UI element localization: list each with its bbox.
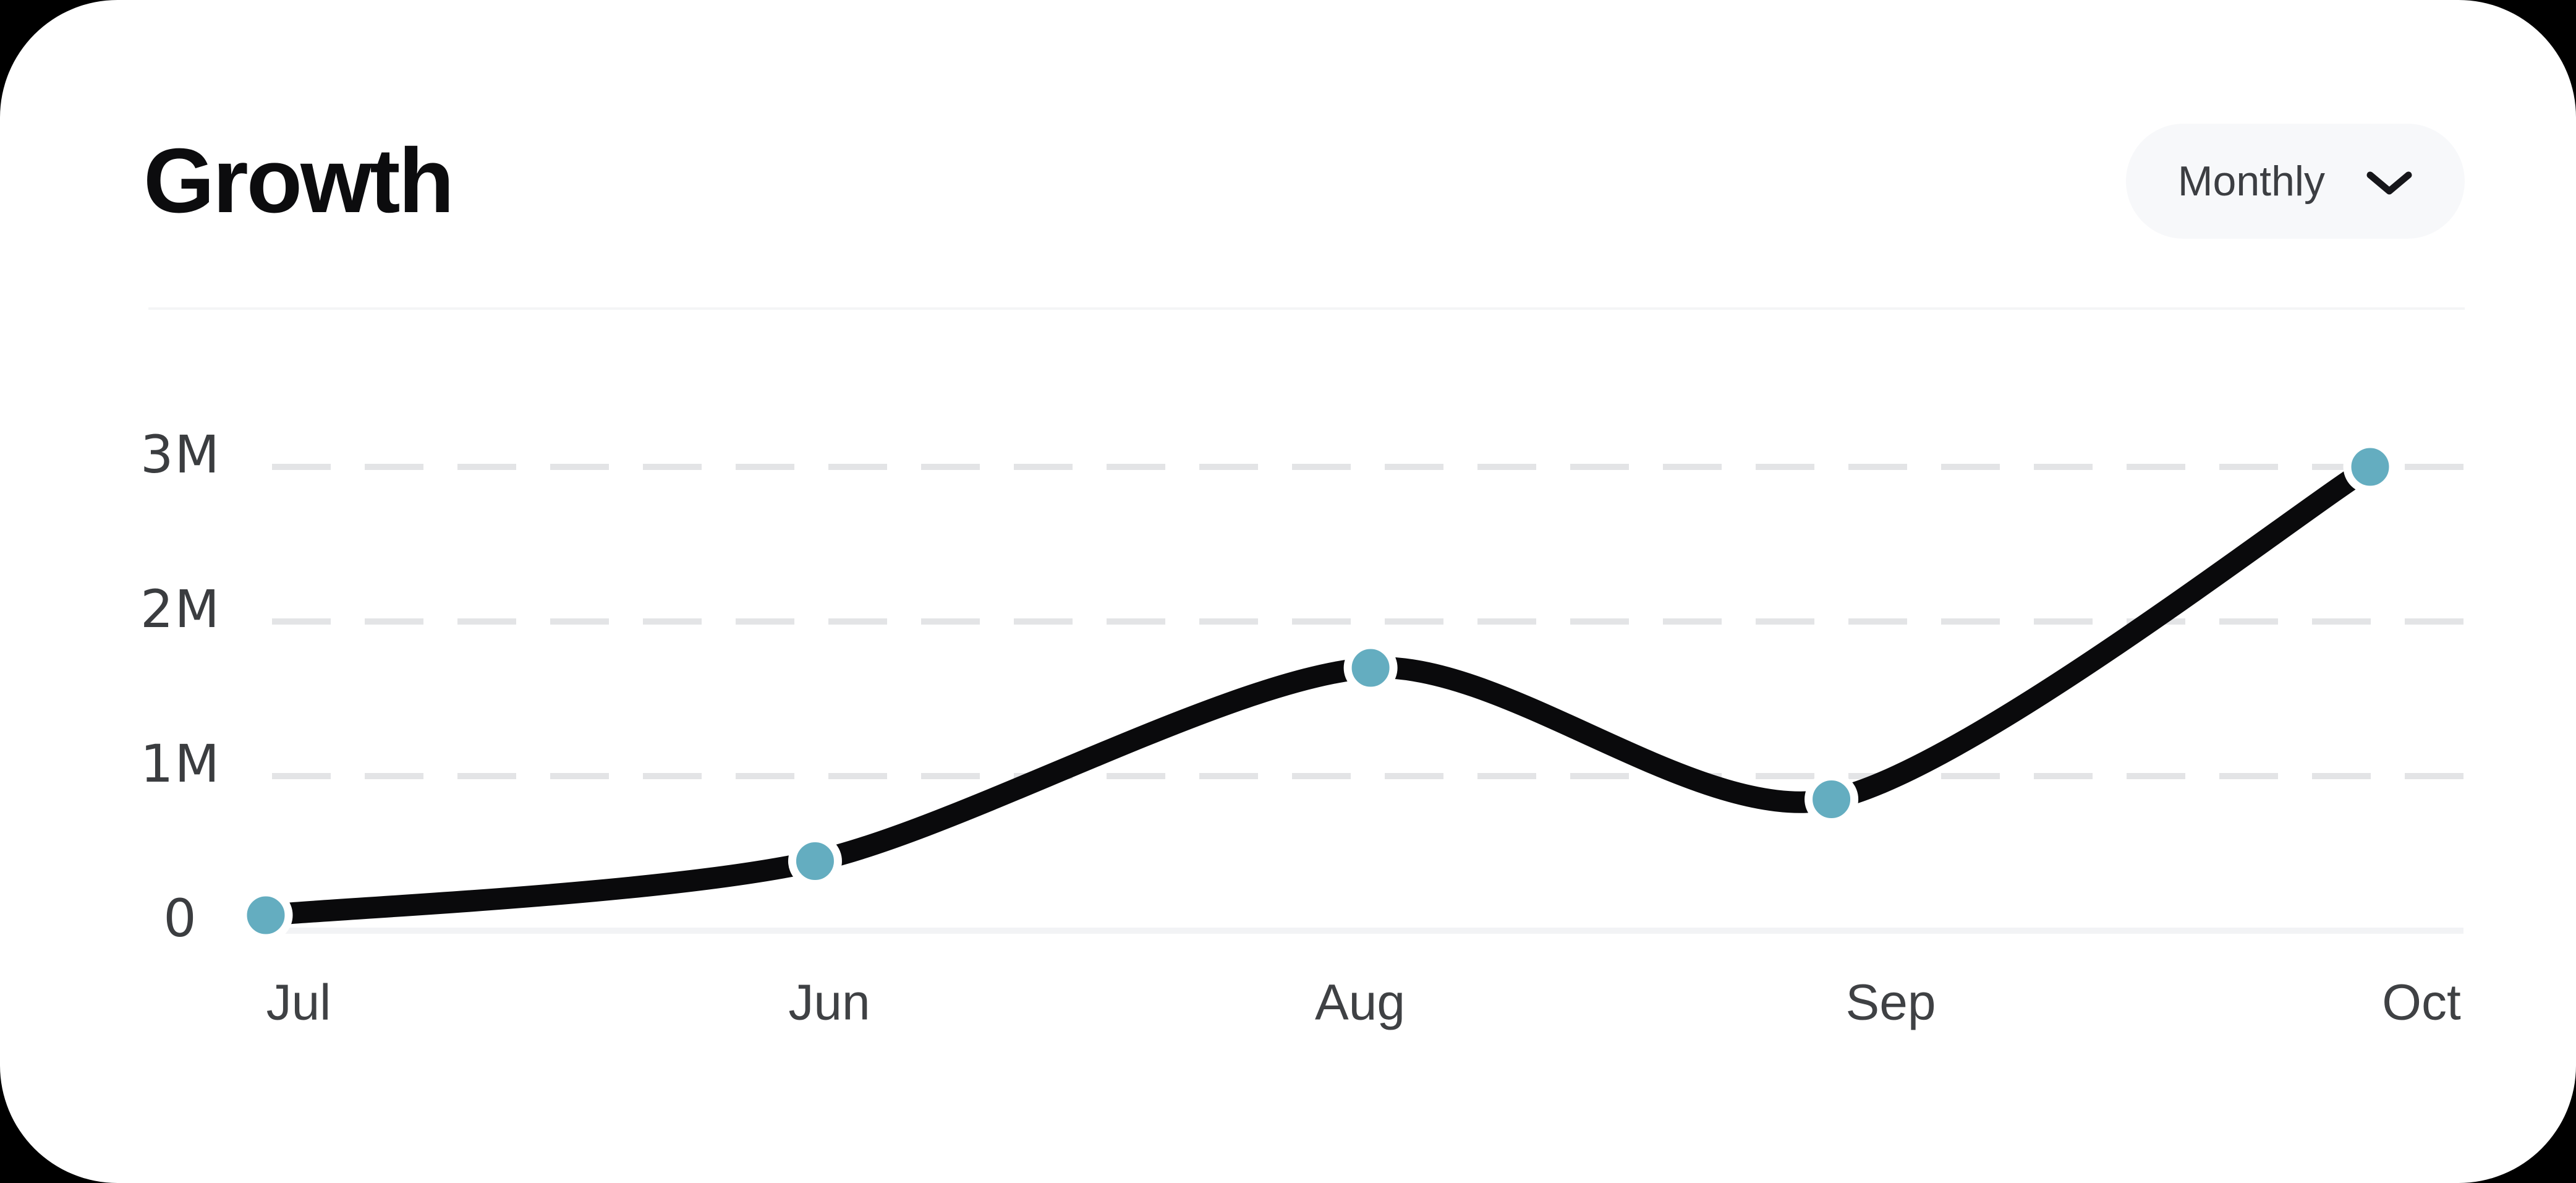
- data-point-sep[interactable]: [1804, 772, 1859, 826]
- data-point-jun[interactable]: [788, 834, 842, 888]
- x-axis-label-jun: Jun: [788, 975, 870, 1031]
- x-axis-label-oct: Oct: [2382, 975, 2461, 1031]
- header-divider: [148, 307, 2465, 310]
- x-axis-label-sep: Sep: [1846, 975, 1936, 1031]
- data-point-aug[interactable]: [1343, 641, 1398, 695]
- card-header: Growth Monthly: [143, 122, 2465, 240]
- page-title: Growth: [143, 130, 454, 232]
- period-dropdown-label: Monthly: [2177, 158, 2325, 205]
- x-axis-label-jul: Jul: [266, 975, 331, 1031]
- y-axis-tick-0: 0: [163, 888, 197, 949]
- y-axis-tick-1M: 1M: [140, 733, 221, 794]
- chevron-down-icon: [2366, 171, 2412, 195]
- data-point-oct[interactable]: [2343, 440, 2397, 494]
- period-dropdown[interactable]: Monthly: [2125, 124, 2465, 239]
- y-axis-tick-3M: 3M: [140, 424, 221, 485]
- data-point-jul[interactable]: [239, 888, 293, 942]
- growth-series-line: [255, 456, 2381, 926]
- y-axis-tick-2M: 2M: [140, 579, 221, 639]
- x-axis-label-aug: Aug: [1315, 975, 1405, 1031]
